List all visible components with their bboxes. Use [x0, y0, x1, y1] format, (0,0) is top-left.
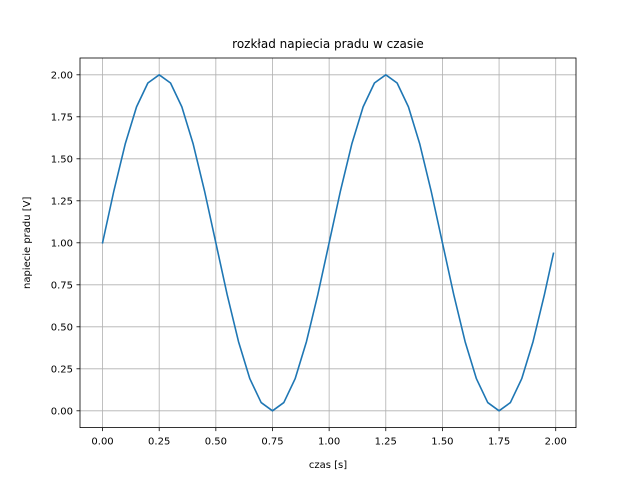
chart-title: rozkład napiecia pradu w czasie	[232, 37, 424, 51]
x-tick-label: 0.25	[148, 437, 170, 448]
x-tick-label: 0.50	[205, 437, 227, 448]
x-tick-label: 1.00	[318, 437, 340, 448]
x-tick-label: 0.75	[261, 437, 283, 448]
series-line	[101, 74, 555, 412]
y-tick-label: 1.25	[51, 196, 73, 207]
y-tick-label: 1.50	[51, 154, 73, 165]
y-tick-label: 1.75	[51, 112, 73, 123]
y-axis-label: napiecie pradu [V]	[22, 196, 33, 289]
y-tick-label: 1.00	[51, 238, 73, 249]
x-tick-label: 2.00	[545, 437, 567, 448]
x-tick-label: 1.50	[431, 437, 453, 448]
y-tick-label: 2.00	[51, 70, 73, 81]
y-tick-label: 0.50	[51, 322, 73, 333]
y-tick-label: 0.25	[51, 364, 73, 375]
x-axis-label: czas [s]	[309, 460, 347, 471]
series-layer	[101, 74, 555, 412]
axis-ticks: 0.00 0.25 0.50 0.75 1.00 1.25 1.50 1.75 2.00 0.00…	[51, 70, 567, 447]
y-tick-label: 0.75	[51, 280, 73, 291]
x-tick-label: 1.25	[375, 437, 397, 448]
x-tick-label: 0.00	[91, 437, 113, 448]
x-tick-label: 1.75	[488, 437, 510, 448]
y-tick-label: 0.00	[51, 406, 73, 417]
